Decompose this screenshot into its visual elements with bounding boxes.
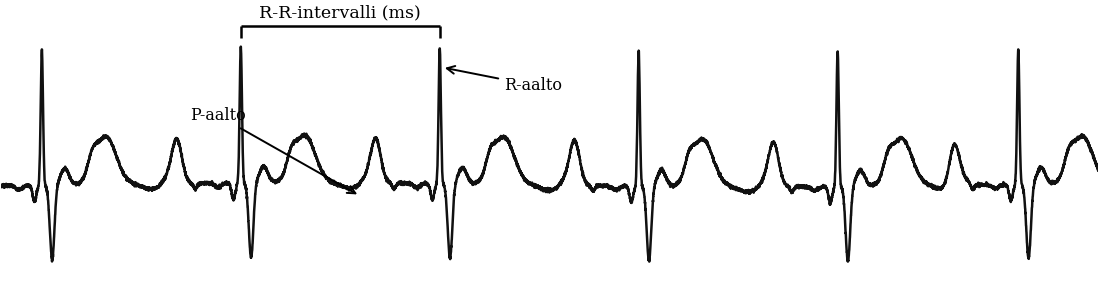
Text: P-aalto: P-aalto: [190, 107, 355, 193]
Text: R-R-intervalli (ms): R-R-intervalli (ms): [259, 4, 421, 21]
Text: R-aalto: R-aalto: [447, 66, 562, 94]
